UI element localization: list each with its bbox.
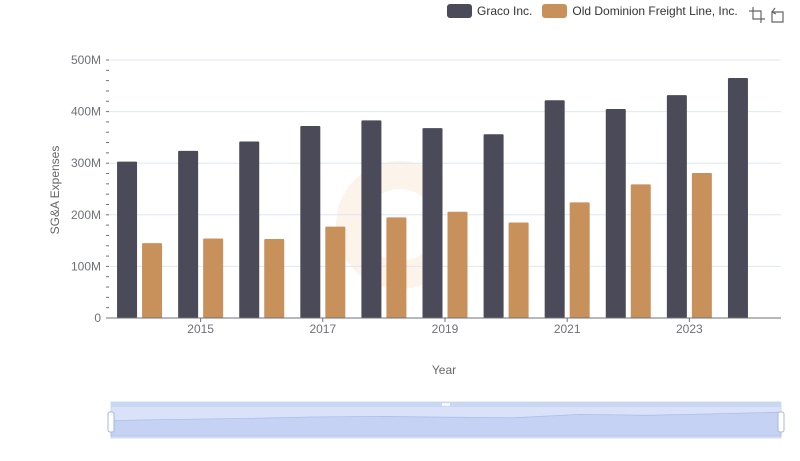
bar-old-dominion-2014 — [142, 243, 163, 318]
bar-graco-2023 — [666, 95, 687, 318]
bar-graco-2020 — [483, 134, 504, 318]
legend-swatch-old-dominion — [542, 4, 568, 18]
data-zoom-preview-area — [110, 411, 782, 437]
x-tick-label: 2017 — [309, 322, 336, 336]
bar-old-dominion-2020 — [508, 222, 529, 318]
legend-label-graco: Graco Inc. — [477, 4, 533, 18]
bar-graco-2019 — [422, 128, 443, 318]
bar-graco-2014 — [117, 161, 138, 318]
bar-old-dominion-2021 — [569, 202, 590, 318]
data-zoom-drag-grip[interactable] — [442, 403, 450, 406]
data-zoom-handle-left[interactable] — [107, 411, 115, 433]
chart-toolbox — [746, 6, 786, 24]
bar-old-dominion-2018 — [386, 217, 407, 318]
bar-graco-2018 — [361, 120, 382, 318]
y-tick-label: 100M — [71, 259, 101, 273]
bar-old-dominion-2023 — [691, 173, 712, 318]
y-axis-title: SG&A Expenses — [48, 146, 62, 235]
bar-series — [117, 78, 748, 319]
legend-item-graco[interactable]: Graco Inc. — [447, 4, 532, 18]
bar-old-dominion-2019 — [447, 211, 468, 318]
restore-icon[interactable] — [768, 6, 786, 24]
legend-swatch-graco — [447, 4, 472, 18]
x-tick-label: 2023 — [676, 322, 703, 336]
bar-graco-2021 — [544, 100, 565, 318]
y-tick-label: 400M — [71, 105, 101, 119]
chart-legend: Graco Inc. Old Dominion Freight Line, In… — [447, 4, 748, 18]
bar-graco-2017 — [300, 126, 321, 318]
x-axis-title: Year — [432, 363, 456, 377]
data-zoom-slider[interactable] — [107, 401, 785, 439]
y-tick-label: 300M — [71, 156, 101, 170]
x-tick-label: 2019 — [432, 322, 459, 336]
bar-graco-2022 — [605, 109, 626, 319]
bar-old-dominion-2017 — [325, 226, 346, 318]
x-axis-tick-labels: 2015 2017 2019 2021 2023 — [187, 318, 703, 336]
zoom-icon[interactable] — [748, 6, 766, 24]
y-axis-tick-labels: 0 100M 200M 300M 400M 500M — [71, 53, 101, 325]
legend-item-old-dominion[interactable]: Old Dominion Freight Line, Inc. — [542, 4, 738, 18]
data-zoom-handle-right[interactable] — [777, 411, 785, 433]
x-tick-label: 2021 — [554, 322, 581, 336]
bar-graco-2016 — [239, 141, 260, 318]
y-tick-label: 500M — [71, 53, 101, 67]
y-axis-minor-ticks — [106, 59, 109, 319]
bar-graco-2015 — [178, 150, 199, 318]
y-tick-label: 200M — [71, 208, 101, 222]
bar-graco-2024 — [727, 78, 748, 318]
bar-old-dominion-2022 — [630, 184, 651, 318]
bar-old-dominion-2016 — [264, 239, 285, 318]
legend-label-old-dominion: Old Dominion Freight Line, Inc. — [572, 4, 738, 18]
y-tick-label: 0 — [94, 311, 101, 325]
x-tick-label: 2015 — [187, 322, 214, 336]
bar-old-dominion-2015 — [203, 238, 224, 318]
